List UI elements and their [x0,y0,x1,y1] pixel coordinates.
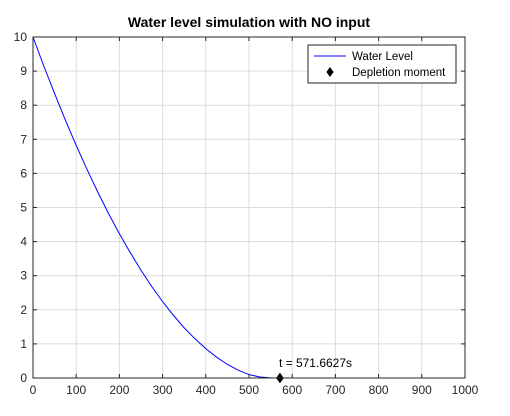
x-tick-label: 100 [66,383,86,397]
legend-swatch-marker [326,67,334,77]
legend-entry-label: Depletion moment [352,67,446,79]
annotations: t = 571.6627s [279,356,352,370]
x-tick-label: 500 [239,383,259,397]
x-tick-label: 300 [153,383,173,397]
y-tick-label: 0 [20,371,27,385]
y-tick-label: 6 [20,166,27,180]
y-tick-label: 1 [20,337,27,351]
x-tick-label: 400 [196,383,216,397]
y-tick-label: 4 [20,235,27,249]
chart-title: Water level simulation with NO input [128,14,371,30]
y-tick-label: 7 [20,132,27,146]
x-tick-label: 200 [109,383,129,397]
x-tick-label: 0 [30,383,37,397]
legend-box [307,44,457,84]
y-tick-label: 5 [20,201,27,215]
ticks: 0 100 200 300 400 500 600 700 800 900 1000 0 1 2 3 4 5 6 7… [14,30,479,397]
x-tick-label: 800 [369,383,389,397]
x-tick-label: 700 [325,383,345,397]
legend: Water Level Depletion moment [307,44,457,84]
y-tick-label: 3 [20,269,27,283]
y-tick-label: 8 [20,98,27,112]
x-tick-label: 1000 [452,383,479,397]
y-tick-label: 10 [14,30,28,44]
depletion-time-annotation: t = 571.6627s [279,356,352,370]
legend-entry-label: Water Level [352,51,413,63]
y-tick-label: 2 [20,303,27,317]
y-tick-label: 9 [20,64,27,78]
x-tick-label: 600 [282,383,302,397]
x-tick-label: 900 [412,383,432,397]
